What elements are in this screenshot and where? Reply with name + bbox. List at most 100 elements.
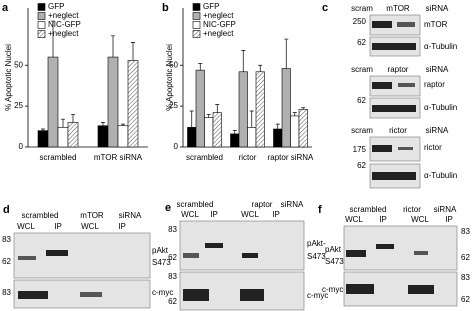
error-bar [284, 38, 289, 69]
error-bar [121, 123, 125, 126]
mw-marker: 175 [353, 145, 367, 154]
blot-label: α-Tubulin [424, 171, 457, 180]
legend-swatch [37, 3, 46, 11]
bar [67, 122, 79, 148]
mw-marker: 62 [168, 297, 177, 306]
legend-swatch [192, 30, 201, 38]
bar [47, 56, 59, 148]
band [242, 253, 258, 258]
mw-marker: 83 [461, 273, 470, 282]
blot-label: rictor [424, 143, 442, 152]
error-bar [258, 64, 263, 72]
y-axis-label: % Apoptotic Nuclei [165, 44, 174, 111]
bar [255, 71, 265, 148]
x-tick-label: raptor siRNA [268, 153, 314, 162]
panel-letter: c [322, 2, 328, 14]
legend-swatch [192, 12, 201, 20]
blot-label: raptor [424, 80, 445, 89]
lane-header: scram [351, 4, 373, 13]
blot-label: pAkt [152, 246, 169, 255]
legend-swatch [37, 30, 46, 38]
band [372, 145, 392, 152]
lane-header: siRNA [434, 205, 457, 214]
legend-swatch [192, 21, 201, 29]
blot-label: mTOR [424, 20, 448, 29]
y-tick-label: 25 [14, 101, 23, 110]
mw-marker: 62 [168, 253, 177, 262]
lane-label: IP [210, 210, 218, 219]
panel-letter: b [162, 2, 169, 14]
lane-label: WCL [411, 215, 429, 224]
band [398, 147, 413, 150]
mw-marker: 62 [2, 257, 11, 266]
lane-header: scram [351, 65, 373, 74]
bar [204, 117, 214, 148]
legend-swatch [37, 21, 46, 29]
blot [13, 232, 151, 279]
legend-label: +neglect [48, 29, 79, 38]
panel-letter: a [2, 2, 9, 14]
y-tick-label: 50 [169, 60, 178, 69]
blot-label: S473 [325, 257, 344, 266]
band [183, 289, 209, 301]
lane-header: siRNA [119, 211, 142, 220]
band [240, 289, 264, 301]
band [397, 22, 415, 27]
band [183, 253, 199, 258]
band [414, 251, 428, 255]
lane-header: scrambled [350, 205, 387, 214]
blot-label: S473 [152, 258, 171, 267]
lane-label: WCL [181, 210, 199, 219]
x-tick-label: scrambled [186, 153, 223, 162]
blot-label: c-myc [152, 288, 173, 297]
legend-label: NIC-GFP [203, 20, 236, 29]
x-tick-label: mTOR siRNA [94, 153, 143, 162]
band [408, 285, 434, 294]
legend-label: +neglect [203, 11, 234, 20]
error-bar [241, 50, 246, 72]
lane-header: mTOR [80, 211, 104, 220]
mw-marker: 62 [357, 96, 366, 105]
error-bar [198, 63, 203, 71]
error-bar [61, 118, 65, 128]
blot-label: c-myc [322, 285, 343, 294]
y-tick-label: 0 [19, 142, 24, 151]
legend-label: +neglect [48, 11, 79, 20]
error-bar [131, 41, 135, 61]
blot [369, 75, 421, 97]
bar [247, 127, 257, 148]
mw-marker: 83 [2, 235, 11, 244]
lane-label: IP [54, 222, 62, 231]
lane-header: mTOR [386, 4, 410, 13]
error-bar [232, 130, 237, 134]
lane-header: scrambled [177, 200, 214, 209]
error-bar [215, 104, 220, 113]
error-bar [111, 35, 115, 58]
bar [298, 109, 308, 148]
lane-label: WCL [345, 215, 363, 224]
legend-label: GFP [203, 2, 219, 11]
panel-letter: f [318, 204, 322, 216]
mw-marker: 83 [2, 288, 11, 297]
blot [343, 225, 458, 271]
error-bar [41, 128, 45, 131]
legend-swatch [192, 3, 201, 11]
bar [97, 125, 109, 148]
band [18, 291, 48, 299]
lane-header: siRNA [426, 65, 449, 74]
error-bar [292, 112, 297, 116]
band [346, 284, 374, 294]
bar [195, 69, 205, 148]
lane-header: siRNA [426, 4, 449, 13]
band [376, 244, 394, 249]
band [80, 292, 102, 297]
bar [57, 127, 69, 148]
legend-label: GFP [48, 2, 64, 11]
blot-label: α-Tubulin [424, 103, 457, 112]
bar [238, 71, 248, 148]
error-bar [189, 110, 194, 128]
legend-label: NIC-GFP [48, 20, 81, 29]
error-bar [71, 113, 75, 123]
lane-label: WCL [17, 222, 35, 231]
